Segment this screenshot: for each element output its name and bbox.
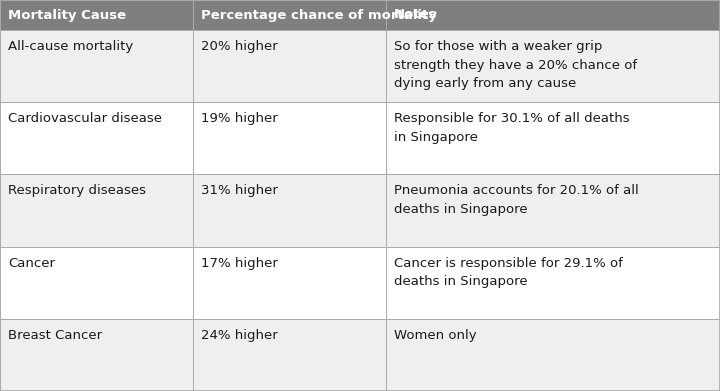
Bar (386, 0, 720, 30)
Bar (0, 319, 193, 391)
Text: Responsible for 30.1% of all deaths
in Singapore: Responsible for 30.1% of all deaths in S… (394, 112, 629, 144)
Bar (386, 319, 720, 391)
Text: Women only: Women only (394, 329, 477, 342)
Bar (193, 30, 386, 102)
Text: 17% higher: 17% higher (201, 256, 278, 270)
Bar (386, 102, 720, 174)
Text: Respiratory diseases: Respiratory diseases (8, 185, 146, 197)
Bar (193, 102, 386, 174)
Text: Pneumonia accounts for 20.1% of all
deaths in Singapore: Pneumonia accounts for 20.1% of all deat… (394, 185, 639, 216)
Text: 31% higher: 31% higher (201, 185, 278, 197)
Text: Notes: Notes (394, 9, 438, 22)
Bar (0, 102, 193, 174)
Text: Percentage chance of mortality: Percentage chance of mortality (201, 9, 437, 22)
Text: 20% higher: 20% higher (201, 40, 278, 53)
Text: All-cause mortality: All-cause mortality (8, 40, 133, 53)
Bar (386, 30, 720, 102)
Bar (0, 30, 193, 102)
Text: Cancer is responsible for 29.1% of
deaths in Singapore: Cancer is responsible for 29.1% of death… (394, 256, 623, 288)
Text: 24% higher: 24% higher (201, 329, 278, 342)
Bar (386, 247, 720, 319)
Bar (0, 174, 193, 247)
Text: Mortality Cause: Mortality Cause (8, 9, 126, 22)
Text: Cancer: Cancer (8, 256, 55, 270)
Text: Cardiovascular disease: Cardiovascular disease (8, 112, 162, 125)
Bar (193, 0, 386, 30)
Text: 19% higher: 19% higher (201, 112, 278, 125)
Bar (386, 174, 720, 247)
Bar (193, 319, 386, 391)
Bar (193, 174, 386, 247)
Bar (0, 0, 193, 30)
Text: Breast Cancer: Breast Cancer (8, 329, 102, 342)
Text: So for those with a weaker grip
strength they have a 20% chance of
dying early f: So for those with a weaker grip strength… (394, 40, 637, 90)
Bar (0, 247, 193, 319)
Bar (193, 247, 386, 319)
